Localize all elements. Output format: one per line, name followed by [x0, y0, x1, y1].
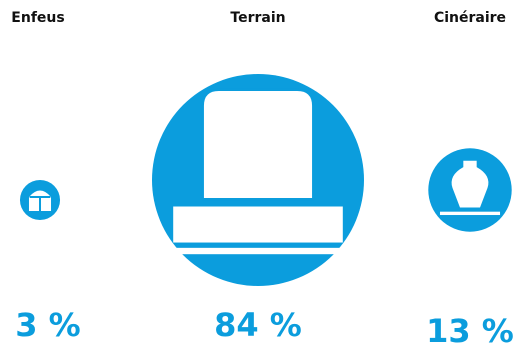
value-label-enfeus: 3 % — [15, 306, 81, 344]
crypt-icon — [28, 190, 52, 212]
crypt-line-v — [38, 197, 42, 212]
bubble-group-2 — [152, 74, 364, 286]
category-label-enfeus: Enfeus — [11, 10, 65, 26]
bubble-group-1 — [19, 179, 61, 221]
category-label-cineraire: Cinéraire — [433, 10, 507, 26]
bubble-group-3 — [428, 148, 512, 232]
tomb-base — [173, 206, 343, 243]
tombstone-icon — [160, 88, 356, 255]
urn-base-line — [439, 211, 501, 216]
value-label-cineraire: 13 % — [426, 312, 514, 350]
urn-body — [451, 160, 489, 208]
value-label-terrain: 84 % — [214, 306, 302, 344]
urn-icon — [439, 160, 501, 216]
crypt-line-h — [29, 195, 51, 198]
headstone — [201, 88, 315, 201]
category-label-terrain: Terrain — [230, 10, 286, 26]
tomb-slab-line — [160, 247, 356, 255]
